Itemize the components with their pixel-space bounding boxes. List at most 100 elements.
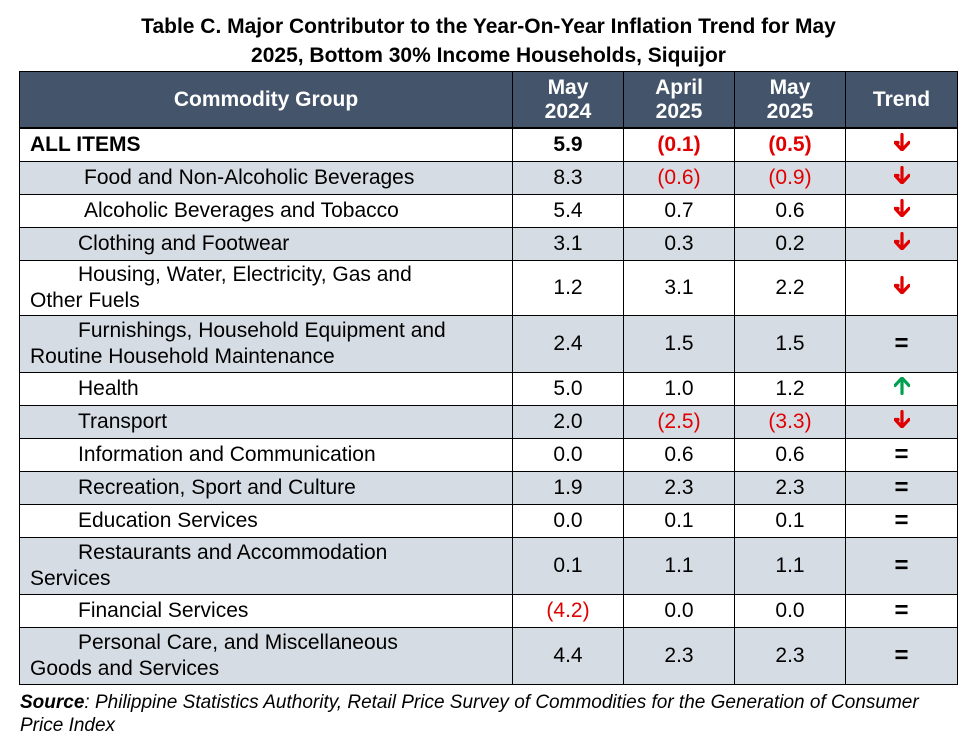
equal-icon: = xyxy=(894,506,909,534)
value-apr2025: (0.6) xyxy=(623,160,735,195)
table-body: ALL ITEMS 5.9 (0.1) (0.5) Food and Non-Alcoh… xyxy=(19,127,958,685)
commodity-name: Clothing and Footwear xyxy=(19,226,513,261)
equal-icon: = xyxy=(894,473,909,501)
commodity-name: Information and Communication xyxy=(19,437,513,472)
value-apr2025: 0.6 xyxy=(623,437,735,472)
commodity-name: Food and Non-Alcoholic Beverages xyxy=(19,160,513,195)
table-row: Transport 2.0 (2.5) (3.3) xyxy=(19,404,958,439)
trend-cell: = xyxy=(845,470,958,505)
value-may2025: 0.6 xyxy=(734,193,846,228)
value-may2024: 2.0 xyxy=(512,404,624,439)
table-row: Furnishings, Household Equipment and Rout… xyxy=(19,314,958,373)
table-row: Alcoholic Beverages and Tobacco 5.4 0.7 0.6 xyxy=(19,193,958,228)
value-apr2025: 0.0 xyxy=(623,593,735,628)
table-row: Restaurants and Accommodation Services 0.1… xyxy=(19,536,958,595)
header-may-2024: May 2024 xyxy=(512,71,624,129)
equal-icon: = xyxy=(894,440,909,468)
trend-cell: = xyxy=(845,626,958,685)
value-apr2025: 3.1 xyxy=(623,259,735,316)
value-apr2025: 0.1 xyxy=(623,503,735,538)
table-row: Food and Non-Alcoholic Beverages 8.3 (0.6)… xyxy=(19,160,958,195)
value-may2024: 0.1 xyxy=(512,536,624,595)
value-may2025: 2.3 xyxy=(734,470,846,505)
header-row: Commodity Group May 2024 April 2025 May 202… xyxy=(19,71,958,129)
header-trend: Trend xyxy=(845,71,958,129)
title-line-2: 2025, Bottom 30% Income Households, Siqu… xyxy=(251,44,726,67)
value-may2025: 0.0 xyxy=(734,593,846,628)
table-row: Information and Communication 0.0 0.6 0.6 = xyxy=(19,437,958,472)
trend-cell xyxy=(845,226,958,261)
commodity-name: ALL ITEMS xyxy=(19,127,513,162)
table-row: Clothing and Footwear 3.1 0.3 0.2 xyxy=(19,226,958,261)
value-may2025: 2.2 xyxy=(734,259,846,316)
commodity-name: Restaurants and Accommodation Services xyxy=(19,536,513,595)
header-april-2025: April 2025 xyxy=(623,71,735,129)
value-may2024: 1.2 xyxy=(512,259,624,316)
table-row: Housing, Water, Electricity, Gas and Othe… xyxy=(19,259,958,316)
value-may2025: (0.5) xyxy=(734,127,846,162)
arrow-down-icon xyxy=(892,231,911,255)
source-note: Source: Philippine Statistics Authority,… xyxy=(20,691,960,737)
table-row: Education Services 0.0 0.1 0.1 = xyxy=(19,503,958,538)
value-may2024: 2.4 xyxy=(512,314,624,373)
trend-cell xyxy=(845,127,958,162)
value-may2025: 1.5 xyxy=(734,314,846,373)
value-apr2025: 1.1 xyxy=(623,536,735,595)
value-may2024: 8.3 xyxy=(512,160,624,195)
table-row: Financial Services (4.2) 0.0 0.0 = xyxy=(19,593,958,628)
source-text: : Philippine Statistics Authority, Retai… xyxy=(20,692,919,736)
trend-cell: = xyxy=(845,437,958,472)
trend-cell: = xyxy=(845,503,958,538)
commodity-name: Recreation, Sport and Culture xyxy=(19,470,513,505)
trend-cell xyxy=(845,160,958,195)
trend-cell: = xyxy=(845,593,958,628)
equal-icon: = xyxy=(894,329,909,357)
header-commodity-group: Commodity Group xyxy=(19,71,513,129)
value-may2024: 3.1 xyxy=(512,226,624,261)
table-title: Table C. Major Contributor to the Year-O… xyxy=(0,12,977,70)
arrow-down-icon xyxy=(892,198,911,222)
source-label: Source xyxy=(20,692,85,713)
equal-icon: = xyxy=(894,641,909,669)
value-apr2025: 0.7 xyxy=(623,193,735,228)
commodity-name: Furnishings, Household Equipment and Rout… xyxy=(19,314,513,373)
commodity-name: Health xyxy=(19,371,513,406)
commodity-name: Personal Care, and Miscellaneous Goods an… xyxy=(19,626,513,685)
value-apr2025: 2.3 xyxy=(623,626,735,685)
trend-cell xyxy=(845,259,958,316)
value-may2025: 1.2 xyxy=(734,371,846,406)
value-may2024: 5.4 xyxy=(512,193,624,228)
value-apr2025: 1.5 xyxy=(623,314,735,373)
equal-icon: = xyxy=(894,551,909,579)
commodity-name: Transport xyxy=(19,404,513,439)
header-may-2025: May 2025 xyxy=(734,71,846,129)
inflation-table: Commodity Group May 2024 April 2025 May 202… xyxy=(19,71,958,685)
trend-cell xyxy=(845,404,958,439)
value-may2024: 0.0 xyxy=(512,503,624,538)
value-may2024: (4.2) xyxy=(512,593,624,628)
table-row: Personal Care, and Miscellaneous Goods an… xyxy=(19,626,958,685)
value-apr2025: 2.3 xyxy=(623,470,735,505)
equal-icon: = xyxy=(894,596,909,624)
value-apr2025: 0.3 xyxy=(623,226,735,261)
value-may2024: 4.4 xyxy=(512,626,624,685)
arrow-down-icon xyxy=(892,132,911,156)
trend-cell xyxy=(845,371,958,406)
arrow-down-icon xyxy=(892,165,911,189)
value-may2024: 5.0 xyxy=(512,371,624,406)
value-may2025: 0.6 xyxy=(734,437,846,472)
value-may2025: 1.1 xyxy=(734,536,846,595)
title-line-1: Table C. Major Contributor to the Year-O… xyxy=(141,15,836,38)
table-row: Health 5.0 1.0 1.2 xyxy=(19,371,958,406)
arrow-down-icon xyxy=(892,409,911,433)
commodity-name: Financial Services xyxy=(19,593,513,628)
trend-cell: = xyxy=(845,314,958,373)
value-may2025: (3.3) xyxy=(734,404,846,439)
commodity-name: Alcoholic Beverages and Tobacco xyxy=(19,193,513,228)
table-row: Recreation, Sport and Culture 1.9 2.3 2.3 = xyxy=(19,470,958,505)
commodity-name: Housing, Water, Electricity, Gas and Othe… xyxy=(19,259,513,316)
commodity-name: Education Services xyxy=(19,503,513,538)
value-may2025: (0.9) xyxy=(734,160,846,195)
value-apr2025: (2.5) xyxy=(623,404,735,439)
trend-cell: = xyxy=(845,536,958,595)
